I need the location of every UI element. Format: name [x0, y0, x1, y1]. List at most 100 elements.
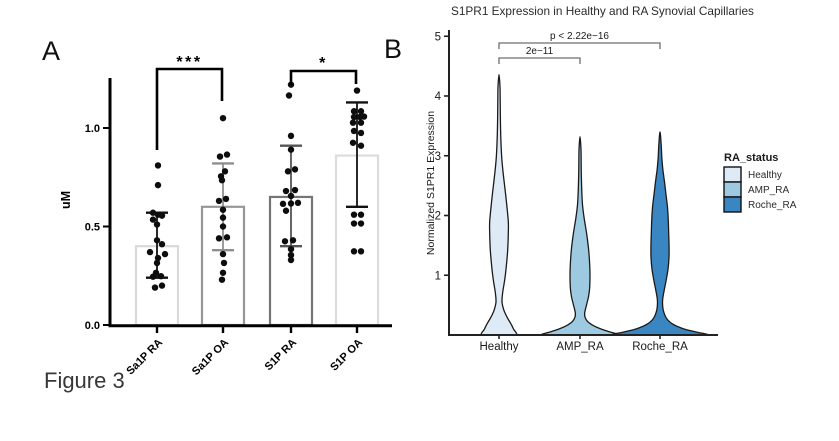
data-point — [223, 234, 231, 241]
legend: RA_status Healthy AMP_RA Roche_RA — [723, 152, 797, 213]
data-point — [357, 129, 365, 137]
data-point — [357, 220, 365, 227]
figure-caption: Figure 3 — [44, 368, 125, 393]
data-point — [291, 166, 299, 173]
significance-label: *** — [176, 54, 202, 71]
y-tick-label: 4 — [435, 91, 442, 103]
data-point — [281, 238, 289, 245]
data-point — [357, 108, 365, 115]
x-category-label: AMP_RA — [556, 341, 604, 353]
data-point — [223, 151, 231, 158]
data-point — [221, 168, 229, 175]
legend-swatch-amp_ra — [723, 181, 742, 198]
data-point — [287, 192, 295, 200]
data-point — [219, 114, 227, 122]
violin-amp_ra — [540, 135, 620, 336]
data-point — [149, 273, 157, 280]
legend-item-label: Healthy — [748, 170, 782, 181]
data-point — [153, 237, 161, 244]
y-tick-label: 0.5 — [85, 222, 100, 234]
panel-b-violin-plot: 1 2 3 4 5 Healthy AMP_RA Roche_RA S1PR1 Expressi… — [425, 4, 797, 353]
x-category-label: Roche_RA — [632, 341, 688, 353]
data-point — [158, 241, 166, 248]
data-point — [357, 142, 365, 149]
significance-label: * — [319, 55, 328, 72]
y-tick-label: 2 — [435, 211, 441, 223]
data-point — [282, 207, 290, 214]
data-point — [153, 259, 161, 267]
x-category-label: Sa1P RA — [124, 337, 165, 378]
data-point — [149, 209, 157, 216]
y-tick-label: 1 — [435, 270, 441, 282]
data-point — [357, 119, 365, 126]
data-point — [222, 195, 230, 203]
data-point — [353, 87, 361, 94]
data-point — [219, 250, 227, 258]
violin-healthy — [480, 73, 518, 337]
chart-title: S1PR1 Expression in Healthy and RA Synov… — [451, 4, 754, 18]
data-point — [289, 237, 297, 244]
significance-label: p < 2.22e−16 — [550, 31, 609, 42]
data-point — [357, 211, 365, 218]
significance-bracket — [498, 57, 581, 64]
data-point — [357, 248, 365, 255]
y-axis-title: Normalized S1PR1 Expression — [425, 111, 437, 255]
data-point — [350, 113, 358, 121]
data-point — [154, 162, 162, 169]
significance-bracket — [155, 67, 224, 150]
violin-roche_ra — [611, 131, 709, 336]
data-point — [279, 200, 287, 208]
data-point — [149, 216, 157, 223]
data-point — [157, 272, 165, 280]
data-point — [287, 200, 295, 207]
data-point — [161, 250, 169, 258]
data-point — [220, 259, 228, 267]
data-point — [294, 199, 302, 207]
data-point — [349, 119, 357, 126]
x-category-label: S1P RA — [263, 337, 299, 373]
data-point — [151, 284, 159, 291]
data-point — [158, 282, 166, 289]
data-point — [360, 113, 368, 120]
data-point — [284, 168, 292, 175]
data-point — [158, 212, 166, 219]
y-tick-label: 3 — [435, 151, 441, 163]
x-category-label: Sa1P OA — [190, 337, 231, 378]
data-point — [287, 256, 295, 264]
data-point — [215, 197, 223, 205]
y-axis-title: uM — [59, 191, 73, 209]
data-point — [350, 211, 358, 218]
legend-swatch-roche_ra — [723, 196, 742, 213]
data-point — [291, 186, 299, 194]
data-point — [350, 127, 358, 135]
data-point — [154, 254, 162, 262]
data-point — [349, 139, 357, 146]
data-point — [287, 146, 295, 153]
data-point — [287, 245, 295, 253]
legend-item-label: AMP_RA — [748, 185, 789, 196]
x-category-label: Healthy — [480, 341, 519, 353]
data-point — [219, 206, 227, 213]
data-point — [350, 248, 358, 255]
y-tick-label: 1.0 — [85, 123, 100, 135]
panel-b-label: B — [384, 34, 403, 64]
data-point — [350, 220, 358, 227]
data-point — [285, 92, 293, 99]
data-point — [219, 269, 227, 276]
data-point — [219, 223, 227, 230]
y-tick-label: 0.0 — [85, 320, 100, 332]
data-point — [218, 177, 226, 184]
significance-bracket — [498, 42, 661, 49]
data-point — [287, 251, 295, 259]
data-point — [154, 181, 162, 189]
legend-item-label: Roche_RA — [748, 200, 797, 211]
legend-swatch-healthy — [723, 166, 742, 183]
data-point — [219, 214, 227, 221]
data-point — [282, 187, 290, 195]
y-tick-label: 5 — [435, 31, 441, 43]
data-point — [287, 132, 295, 140]
data-point — [153, 221, 161, 228]
